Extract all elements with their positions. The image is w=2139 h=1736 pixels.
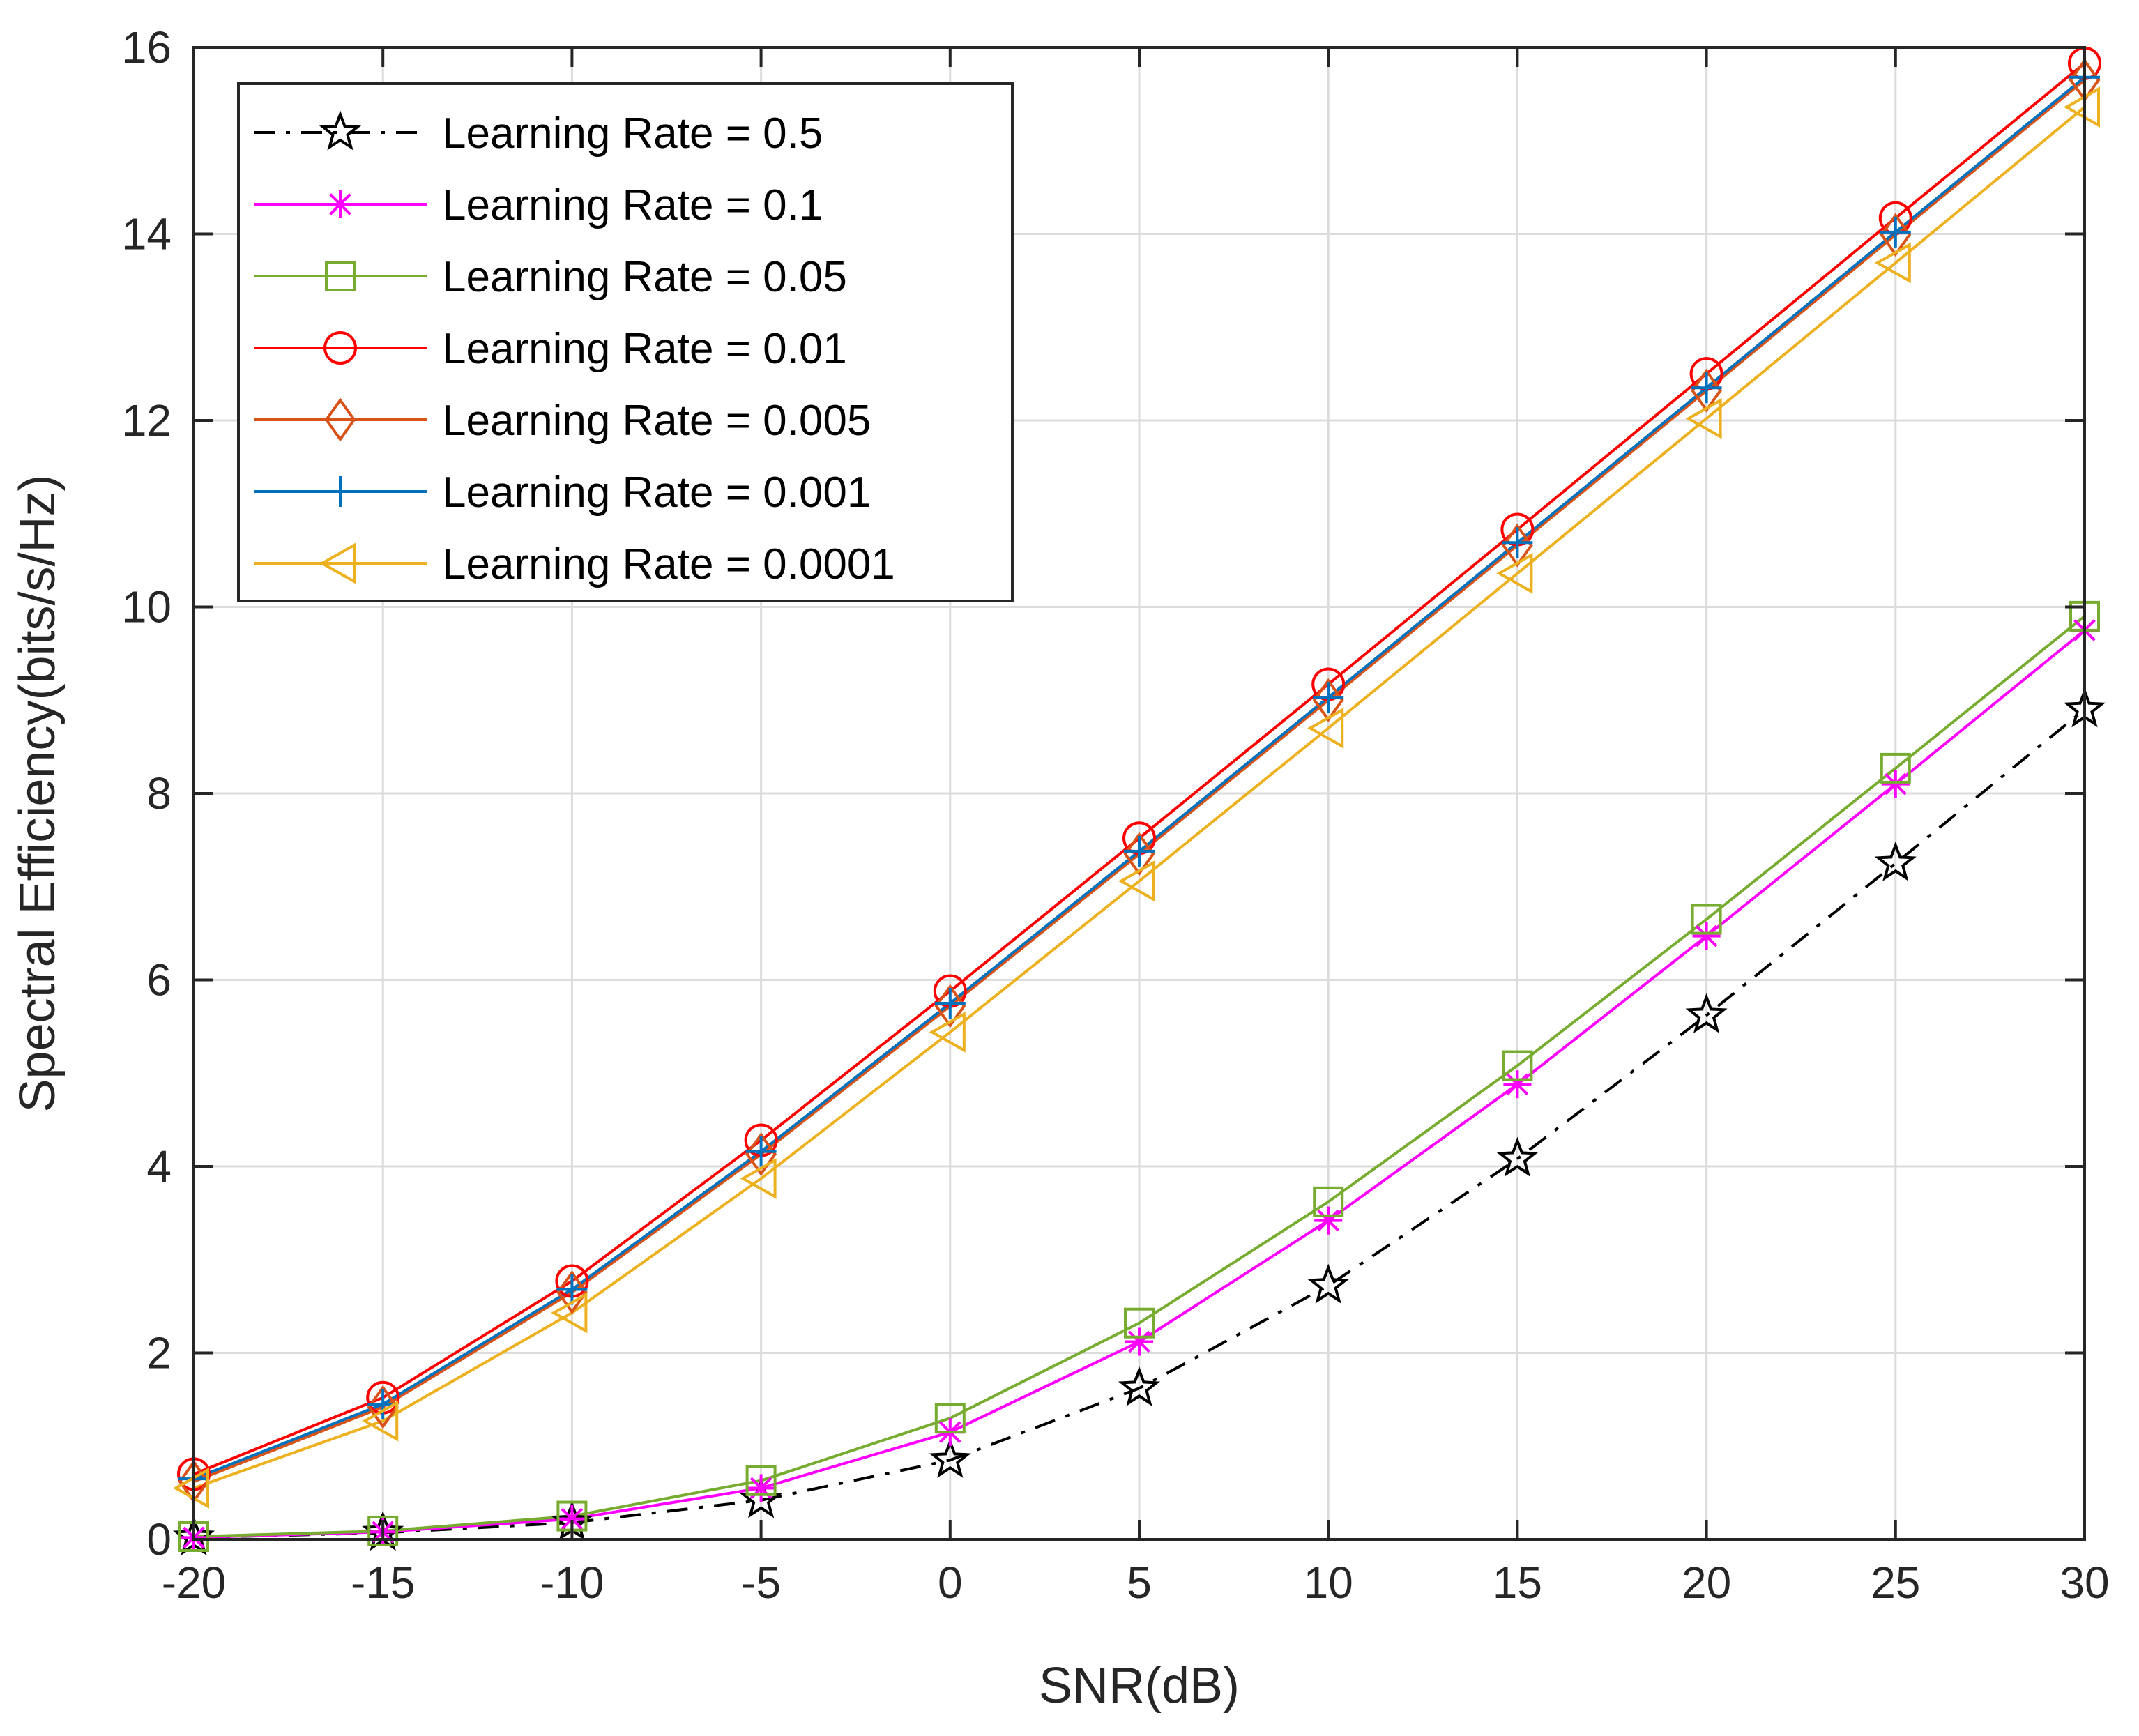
data-point-s0-p6 bbox=[1307, 1263, 1350, 1304]
x-tick-label: 10 bbox=[1304, 1558, 1353, 1608]
series-line-0 bbox=[193, 708, 2086, 1539]
legend-label-0: Learning Rate = 0.5 bbox=[442, 109, 823, 158]
data-point-s0-p8 bbox=[1685, 993, 1728, 1033]
data-point-s4-p5 bbox=[1123, 832, 1155, 876]
data-point-s6-p9 bbox=[1874, 242, 1911, 284]
data-point-s1-p8 bbox=[1692, 922, 1721, 950]
y-tick-label: 8 bbox=[146, 768, 172, 818]
y-axis-title: Spectral Efficiency(bits/s/Hz) bbox=[10, 475, 66, 1113]
data-point-s2-p6 bbox=[1313, 1186, 1344, 1217]
data-point-s1-p5 bbox=[1125, 1327, 1153, 1356]
data-point-s5-p6 bbox=[1313, 682, 1344, 713]
x-tick-label: 25 bbox=[1871, 1558, 1920, 1608]
data-point-s4-p6 bbox=[1312, 678, 1344, 722]
data-point-s1-p7 bbox=[1503, 1070, 1532, 1099]
data-point-s5-p7 bbox=[1502, 527, 1533, 558]
axis-ticks: -20 -15 -10 -5 0 5 10 15 20 25 30 0 2 4 6 8 10 12 14 16 bbox=[122, 22, 2110, 1608]
data-point-s6-p0 bbox=[172, 1468, 209, 1509]
data-point-s5-p2 bbox=[556, 1274, 588, 1305]
y-tick-label: 2 bbox=[146, 1328, 172, 1378]
legend-marker-5 bbox=[325, 476, 356, 507]
data-point-s2-p4 bbox=[934, 1403, 966, 1434]
x-axis-title: SNR(dB) bbox=[1039, 1658, 1240, 1714]
series-line-6 bbox=[193, 106, 2086, 1490]
data-point-s0-p9 bbox=[1874, 841, 1917, 881]
x-tick-label: 5 bbox=[1127, 1558, 1152, 1608]
legend-box bbox=[237, 82, 1014, 602]
x-tick-label: -20 bbox=[162, 1558, 227, 1608]
data-point-s6-p8 bbox=[1685, 397, 1722, 439]
data-point-s4-p9 bbox=[1880, 213, 1912, 257]
legend-label-2: Learning Rate = 0.05 bbox=[442, 253, 847, 301]
y-tick-label: 12 bbox=[122, 395, 172, 446]
y-tick-label: 14 bbox=[122, 209, 172, 259]
x-tick-label: -5 bbox=[741, 1558, 781, 1608]
legend-marker-3 bbox=[323, 331, 357, 365]
data-point-s2-p5 bbox=[1124, 1307, 1155, 1339]
x-tick-label: 20 bbox=[1682, 1558, 1731, 1608]
data-point-s6-p10 bbox=[2063, 86, 2100, 128]
legend-marker-4 bbox=[324, 397, 356, 442]
data-point-s1-p2 bbox=[558, 1505, 586, 1533]
data-point-s1-p3 bbox=[747, 1474, 775, 1502]
data-point-s6-p6 bbox=[1307, 707, 1344, 749]
data-point-s5-p3 bbox=[745, 1136, 777, 1167]
legend-marker-2 bbox=[325, 261, 356, 291]
data-point-s0-p4 bbox=[929, 1438, 971, 1478]
y-tick-label: 4 bbox=[146, 1141, 172, 1191]
data-point-s2-p3 bbox=[745, 1465, 777, 1496]
y-tick-label: 6 bbox=[146, 955, 172, 1005]
data-point-s6-p4 bbox=[929, 1011, 966, 1053]
data-point-s6-p5 bbox=[1118, 860, 1155, 902]
x-tick-label: -10 bbox=[540, 1558, 604, 1608]
data-point-s5-p8 bbox=[1691, 372, 1722, 404]
x-tick-label: -15 bbox=[351, 1558, 416, 1608]
data-point-s4-p2 bbox=[556, 1270, 588, 1315]
legend-label-3: Learning Rate = 0.01 bbox=[442, 325, 847, 373]
data-point-s0-p5 bbox=[1118, 1366, 1161, 1406]
data-point-s2-p1 bbox=[367, 1515, 399, 1546]
data-point-s6-p1 bbox=[362, 1400, 399, 1442]
legend-marker-1 bbox=[326, 190, 354, 218]
y-tick-label: 0 bbox=[146, 1514, 172, 1564]
legend-marker-0 bbox=[319, 110, 362, 151]
data-point-s5-p9 bbox=[1880, 216, 1911, 248]
data-point-s1-p6 bbox=[1314, 1206, 1343, 1235]
data-point-s5-p5 bbox=[1124, 835, 1155, 867]
data-point-s6-p7 bbox=[1496, 552, 1533, 594]
legend-label-4: Learning Rate = 0.005 bbox=[442, 397, 871, 445]
legend-label-1: Learning Rate = 0.1 bbox=[442, 181, 823, 229]
data-point-s2-p9 bbox=[1880, 752, 1911, 784]
data-point-s1-p9 bbox=[1881, 770, 1910, 798]
data-point-s6-p2 bbox=[551, 1292, 588, 1334]
data-point-s4-p3 bbox=[745, 1132, 777, 1177]
data-point-s4-p7 bbox=[1501, 523, 1533, 568]
legend-label-5: Learning Rate = 0.001 bbox=[442, 469, 871, 517]
series-line-2 bbox=[193, 615, 2086, 1538]
legend-label-6: Learning Rate = 0.0001 bbox=[442, 540, 895, 588]
legend: Learning Rate = 0.5 Learning Rate = 0.1 Le… bbox=[237, 82, 1014, 602]
x-tick-label: 30 bbox=[2060, 1558, 2109, 1608]
x-tick-label: 15 bbox=[1493, 1558, 1542, 1608]
data-point-s0-p7 bbox=[1496, 1136, 1539, 1177]
data-point-s5-p4 bbox=[934, 987, 966, 1019]
data-point-s4-p8 bbox=[1691, 368, 1723, 413]
y-tick-label: 16 bbox=[122, 22, 172, 73]
data-point-s4-p1 bbox=[367, 1385, 399, 1429]
data-point-s2-p8 bbox=[1691, 904, 1722, 935]
data-point-s4-p4 bbox=[934, 984, 966, 1028]
x-tick-label: 0 bbox=[938, 1558, 963, 1608]
legend-marker-6 bbox=[319, 542, 356, 584]
y-tick-label: 10 bbox=[122, 582, 172, 632]
data-point-s2-p7 bbox=[1502, 1050, 1533, 1081]
data-point-s6-p3 bbox=[740, 1157, 777, 1199]
